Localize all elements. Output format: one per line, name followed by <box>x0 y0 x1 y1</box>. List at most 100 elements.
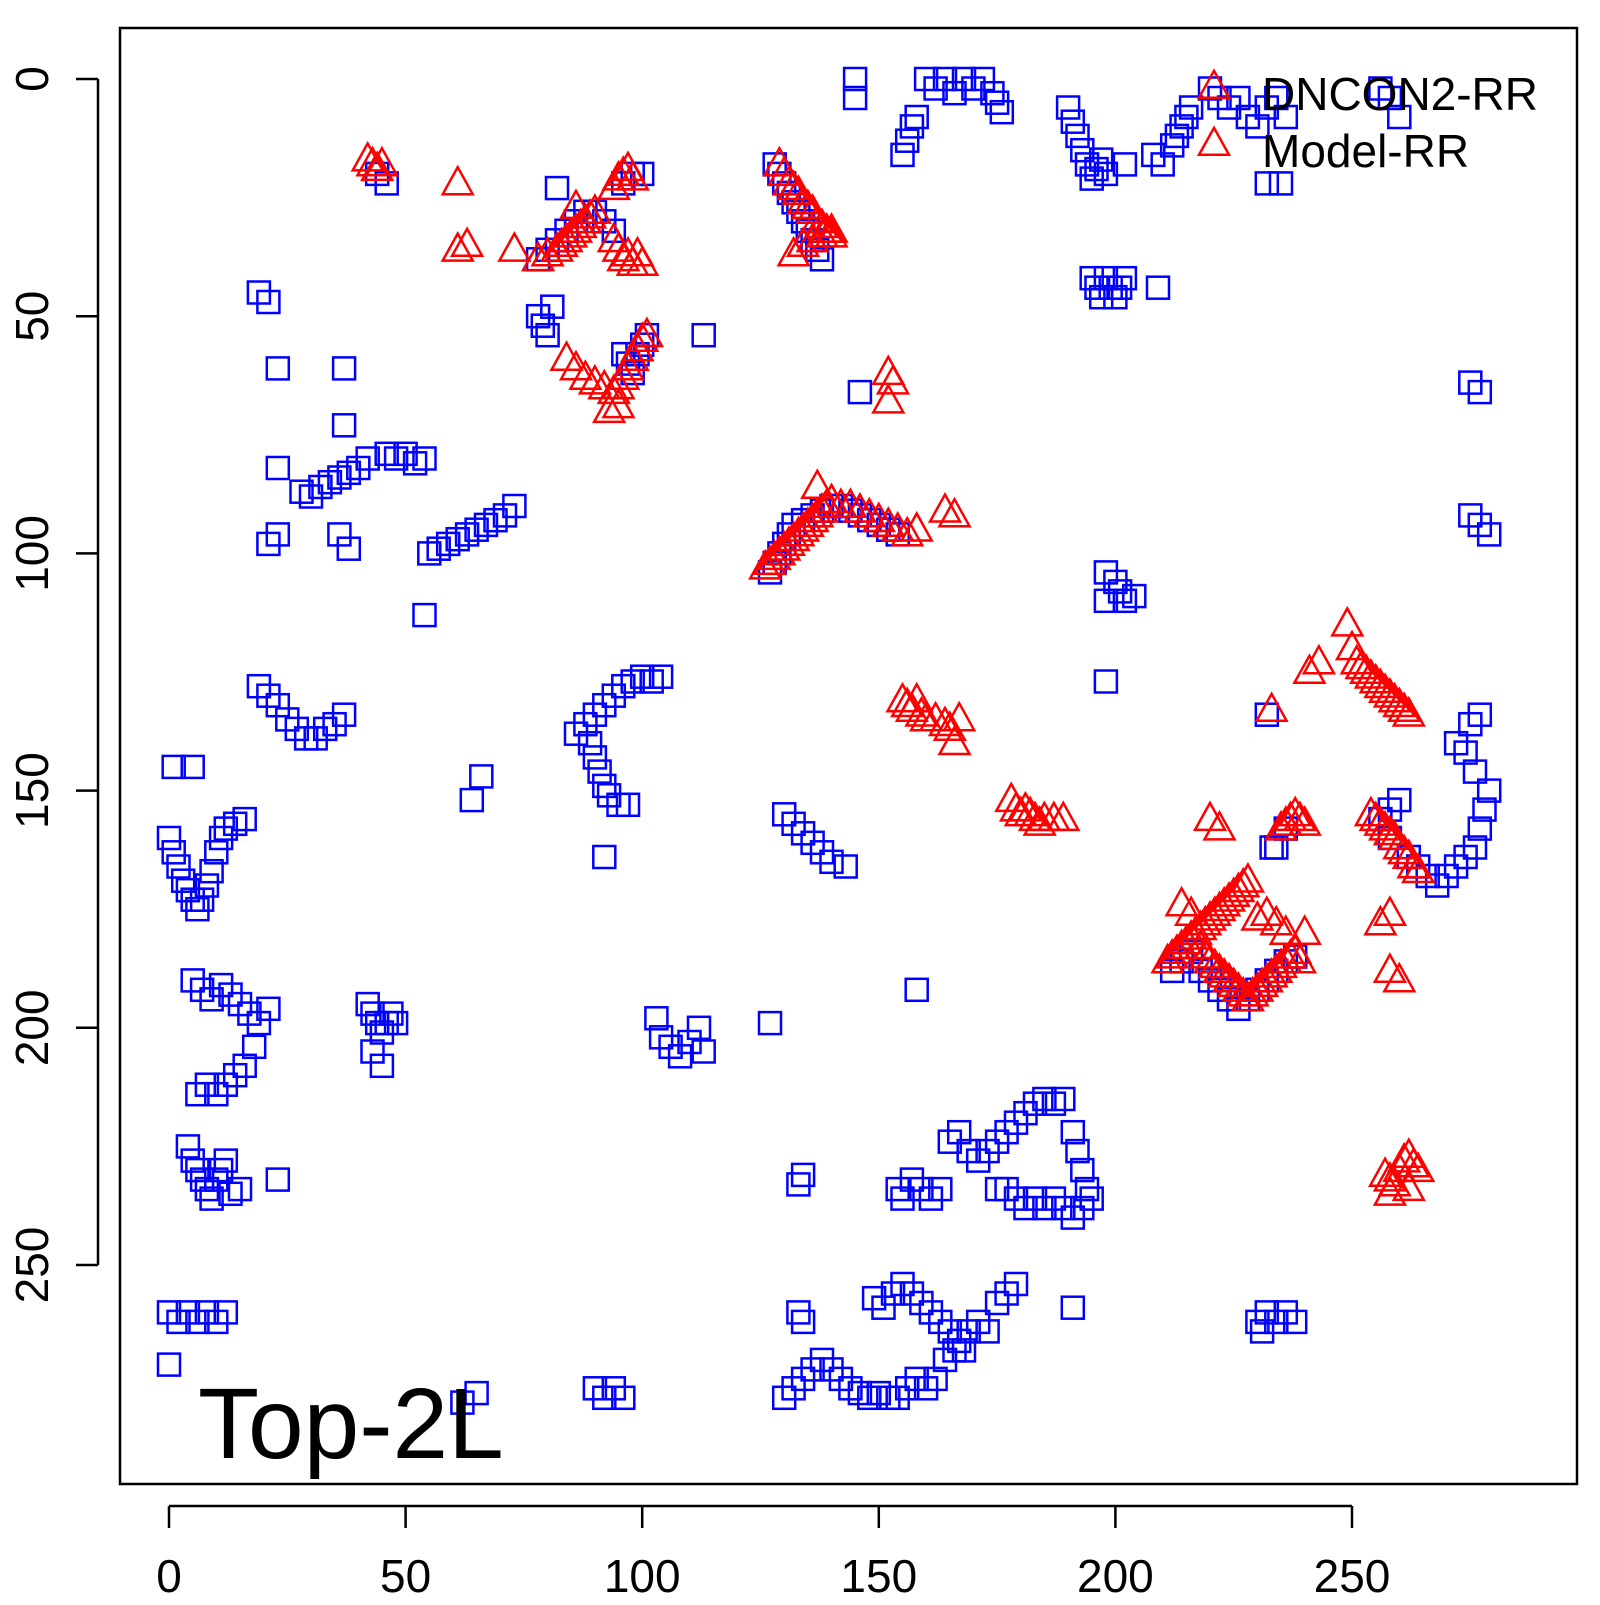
dncon2-rr-point <box>629 316 665 348</box>
y-axis: 0 50 100 150 200 250 <box>6 66 100 1304</box>
dncon2-rr-point <box>1282 942 1318 974</box>
dncon2-rr-point <box>601 387 636 419</box>
model-rr-point <box>327 465 352 490</box>
model-rr-point <box>204 1309 229 1335</box>
x-tick-label: 150 <box>840 1550 917 1600</box>
model-rr-point <box>1022 1091 1048 1116</box>
model-rr-point <box>275 707 300 732</box>
model-rr-point <box>185 896 210 922</box>
model-rr-point <box>658 1034 683 1060</box>
model-rr-point <box>965 1309 991 1335</box>
model-rr-point <box>331 356 357 381</box>
model-rr-point <box>800 1357 825 1382</box>
model-rr-point <box>842 85 868 111</box>
model-rr-point <box>1079 1186 1104 1211</box>
model-rr-point <box>218 982 243 1007</box>
dncon2-rr-point <box>625 321 660 352</box>
model-rr-point <box>1467 379 1493 405</box>
model-rr-point <box>984 90 1010 115</box>
model-rr-point <box>464 517 489 542</box>
y-tick-label: 250 <box>6 1227 58 1304</box>
model-rr-point <box>369 1020 395 1045</box>
model-rr-point <box>213 1072 239 1097</box>
model-rr-point <box>1245 114 1270 139</box>
dncon2-rr-point <box>1268 805 1303 836</box>
model-rr-point <box>1254 171 1280 196</box>
model-rr-point <box>1235 104 1261 130</box>
model-rr-point <box>1084 156 1109 182</box>
model-rr-point <box>1003 1110 1029 1135</box>
dncon2-rr-series <box>350 140 1436 1206</box>
model-rr-point <box>1467 512 1493 538</box>
dncon2-rr-point <box>615 159 650 191</box>
dncon2-rr-point <box>606 240 641 272</box>
model-rr-point <box>890 1271 915 1297</box>
model-rr-point <box>937 1319 963 1344</box>
model-rr-point <box>1141 142 1166 168</box>
model-rr-point <box>644 1006 669 1031</box>
x-tick-label: 250 <box>1314 1550 1391 1600</box>
model-rr-point <box>786 1300 811 1325</box>
model-rr-point <box>525 303 551 329</box>
dncon2-rr-point <box>1240 899 1275 931</box>
model-rr-point <box>781 1376 806 1401</box>
dncon2-rr-point <box>904 695 939 727</box>
y-tick-label: 150 <box>6 752 58 829</box>
model-rr-point <box>246 673 272 699</box>
model-rr-point <box>170 868 196 893</box>
dncon2-rr-point <box>1173 895 1209 926</box>
model-rr-point <box>629 664 655 689</box>
dncon2-rr-point <box>1386 833 1422 865</box>
model-rr-point <box>620 669 645 694</box>
model-rr-point <box>175 1300 201 1325</box>
y-tick-label: 200 <box>6 989 58 1066</box>
dncon2-rr-point <box>804 216 840 248</box>
model-rr-point <box>336 460 362 486</box>
model-rr-point <box>1041 1091 1067 1116</box>
dncon2-rr-point <box>1230 861 1266 893</box>
model-rr-point <box>975 1138 1000 1164</box>
model-rr-point <box>885 1385 910 1411</box>
model-rr-point <box>1145 275 1171 300</box>
model-rr-point <box>492 503 518 528</box>
model-rr-point <box>961 76 986 101</box>
model-rr-point <box>757 1010 783 1036</box>
dncon2-rr-point <box>1372 814 1408 846</box>
model-rr-point <box>1476 522 1502 547</box>
model-rr-point <box>1254 1300 1280 1325</box>
model-rr-point <box>1268 171 1294 196</box>
model-rr-point <box>1458 370 1483 395</box>
model-rr-point <box>204 840 229 865</box>
dncon2-rr-point <box>440 231 475 262</box>
model-rr-point <box>241 1034 267 1060</box>
dncon2-rr-point <box>937 496 972 528</box>
dncon2-rr-point <box>1221 871 1256 903</box>
model-rr-point <box>1112 588 1138 614</box>
model-rr-point <box>909 1176 934 1202</box>
model-rr-point <box>771 1385 797 1411</box>
model-rr-point <box>1013 1195 1038 1221</box>
dncon2-rr-point <box>1287 805 1322 836</box>
model-rr-point <box>265 522 291 547</box>
model-rr-point <box>611 341 636 367</box>
model-rr-point <box>445 526 470 552</box>
model-rr-point <box>502 493 527 519</box>
model-rr-point <box>374 441 399 467</box>
model-rr-point <box>369 1053 395 1079</box>
model-rr-point <box>1070 1157 1095 1183</box>
dncon2-rr-point <box>875 363 911 395</box>
dncon2-rr-point <box>918 700 953 732</box>
model-rr-point <box>1055 95 1081 120</box>
model-rr-point <box>890 1186 915 1211</box>
model-rr-point <box>913 1376 939 1401</box>
model-rr-point <box>1264 1309 1289 1335</box>
model-rr-point <box>383 1010 409 1036</box>
x-tick-label: 0 <box>156 1550 182 1600</box>
model-rr-point <box>781 811 806 837</box>
model-rr-point <box>156 1352 182 1377</box>
dncon2-rr-point <box>1391 695 1426 727</box>
plot-annotation: Top-2L <box>198 1368 504 1480</box>
model-rr-point <box>1074 1176 1100 1202</box>
model-rr-point <box>1112 152 1138 177</box>
